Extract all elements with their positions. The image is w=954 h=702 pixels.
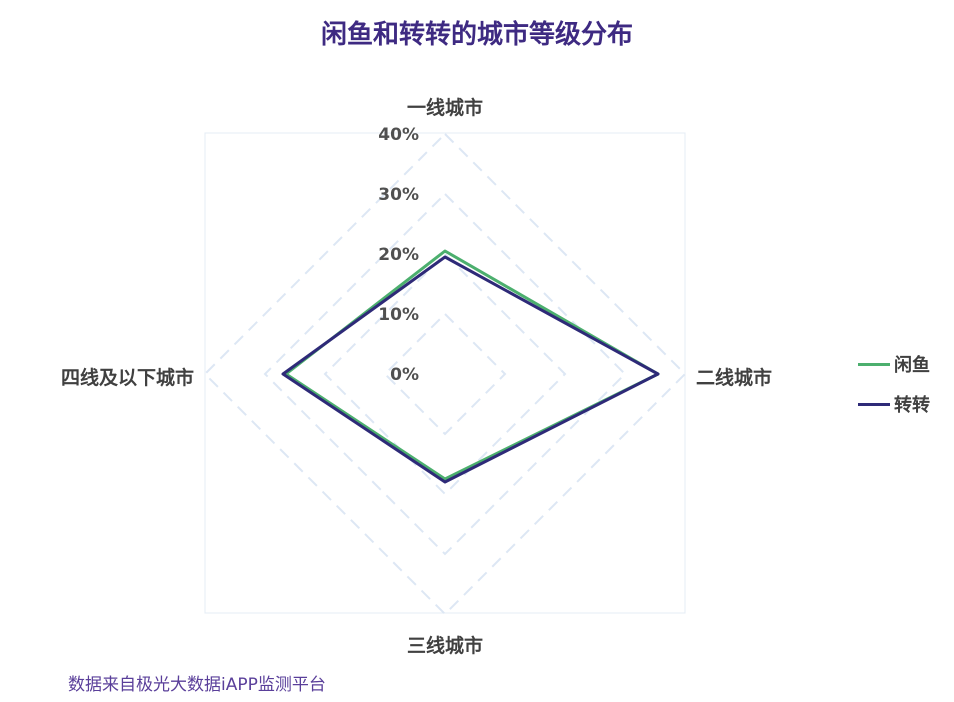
legend-label-zhuanzhuan: 转转 bbox=[894, 395, 930, 416]
legend-item-zhuanzhuan[interactable]: 转转 bbox=[858, 384, 930, 424]
legend-swatch-zhuanzhuan bbox=[858, 402, 890, 406]
axis-label: 三线城市 bbox=[407, 634, 483, 657]
chart-title: 闲鱼和转转的城市等级分布 bbox=[320, 20, 633, 50]
grid-ring bbox=[203, 132, 687, 616]
legend-swatch-xianyu bbox=[858, 362, 890, 366]
radial-tick-label: 40% bbox=[378, 125, 419, 145]
grid-ring bbox=[263, 192, 627, 556]
grid-ring bbox=[383, 312, 507, 436]
radial-tick-label: 10% bbox=[378, 305, 419, 325]
axis-label: 四线及以下城市 bbox=[61, 366, 194, 389]
radial-tick-labels: 0% 10% 20% 30% 40% bbox=[378, 125, 419, 385]
axis-label: 一线城市 bbox=[407, 96, 483, 119]
radar-grid bbox=[203, 132, 687, 616]
data-source-note: 数据来自极光大数据iAPP监测平台 bbox=[68, 675, 326, 695]
legend-label-xianyu: 闲鱼 bbox=[894, 355, 930, 376]
plot-area-border bbox=[204, 132, 686, 614]
legend-item-xianyu[interactable]: 闲鱼 bbox=[858, 344, 930, 384]
grid-ring bbox=[323, 252, 567, 496]
radar-series bbox=[281, 249, 660, 484]
series-line-1 bbox=[281, 255, 660, 484]
radial-tick-label: 0% bbox=[390, 365, 419, 385]
series-line-0 bbox=[284, 249, 660, 481]
axis-label: 二线城市 bbox=[696, 366, 772, 389]
radial-tick-label: 30% bbox=[378, 185, 419, 205]
legend: 闲鱼 转转 bbox=[858, 344, 930, 424]
radial-tick-label: 20% bbox=[378, 245, 419, 265]
